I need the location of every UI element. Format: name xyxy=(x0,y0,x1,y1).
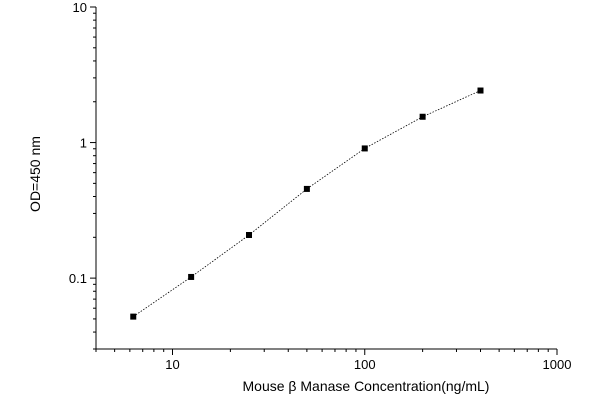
x-tick-label: 1000 xyxy=(543,357,572,372)
data-point xyxy=(303,185,310,192)
data-point xyxy=(130,313,137,320)
axes xyxy=(90,6,558,355)
tick-labels: 10 100 1000 0.1 1 10 xyxy=(69,0,572,372)
y-tick-label: 0.1 xyxy=(69,271,87,286)
y-axis-title: OD=450 nm xyxy=(27,136,43,212)
x-tick-label: 100 xyxy=(354,357,376,372)
y-tick-label: 1 xyxy=(80,136,87,151)
series-polyline xyxy=(133,90,481,317)
y-tick-label: 10 xyxy=(73,0,87,15)
data-point xyxy=(419,113,426,120)
x-tick-label: 10 xyxy=(165,357,179,372)
data-points xyxy=(130,87,484,320)
data-point xyxy=(246,232,253,239)
series-line xyxy=(133,90,481,317)
data-point xyxy=(477,87,484,94)
data-point xyxy=(361,145,368,152)
data-point xyxy=(188,273,195,280)
x-axis-title: Mouse β Manase Concentration(ng/mL) xyxy=(243,378,490,394)
